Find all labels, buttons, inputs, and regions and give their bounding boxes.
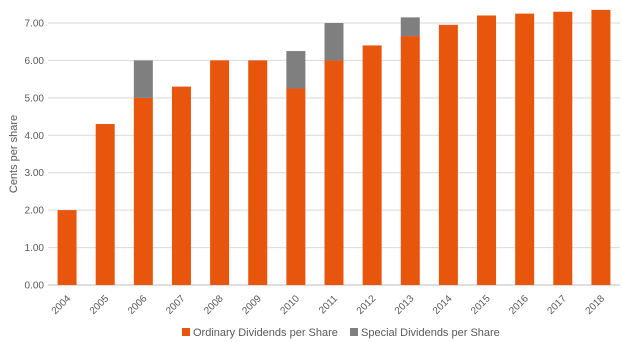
bar-ordinary (286, 88, 306, 285)
x-tick-label: 2010 (278, 293, 302, 317)
x-tick-label: 2004 (50, 293, 74, 317)
bar-ordinary (171, 86, 191, 285)
bar-special (286, 51, 306, 89)
legend-label-special: Special Dividends per Share (361, 327, 500, 339)
legend: Ordinary Dividends per Share Special Div… (182, 327, 500, 339)
x-tick-label: 2013 (393, 293, 417, 317)
y-tick-label: 7.00 (25, 18, 45, 29)
x-tick-label: 2008 (202, 293, 226, 317)
legend-label-ordinary: Ordinary Dividends per Share (193, 327, 338, 339)
y-tick-label: 4.00 (25, 131, 45, 142)
bar-special (400, 17, 420, 37)
x-tick-label: 2011 (317, 293, 340, 316)
bar-ordinary (477, 15, 497, 286)
bar-ordinary (133, 97, 153, 286)
x-tick-label: 2016 (507, 293, 531, 317)
y-tick-label: 3.00 (25, 168, 45, 179)
bar-ordinary (362, 45, 382, 285)
legend-swatch-special (350, 328, 358, 336)
y-tick-label: 0.00 (25, 281, 45, 292)
bar-ordinary (400, 36, 420, 285)
bar-ordinary (553, 11, 573, 285)
x-tick-label: 2015 (469, 293, 493, 317)
x-tick-label: 2007 (164, 293, 188, 317)
x-tick-label: 2009 (240, 293, 264, 317)
bar-ordinary (57, 210, 77, 285)
bar-ordinary (95, 124, 115, 285)
bars (57, 9, 611, 286)
x-tick-label: 2006 (126, 293, 150, 317)
y-axis-title: Cents per share (8, 115, 20, 193)
bar-special (133, 60, 153, 98)
bar-ordinary (515, 13, 535, 285)
x-tick-label: 2017 (545, 293, 569, 317)
bar-ordinary (591, 9, 611, 286)
x-tick-label: 2012 (355, 293, 379, 317)
bar-ordinary (438, 24, 458, 285)
x-tick-label: 2014 (431, 293, 455, 317)
x-tick-label: 2005 (88, 293, 112, 317)
y-tick-label: 5.00 (25, 93, 45, 104)
x-tick-label: 2018 (584, 293, 608, 317)
bar-ordinary (248, 60, 268, 285)
x-tick-labels: 2004 2005 2006 2007 2008 2009 2010 2011 2012 2013… (50, 293, 608, 317)
legend-swatch-ordinary (182, 328, 190, 336)
bar-ordinary (324, 60, 344, 285)
y-tick-label: 2.00 (25, 206, 45, 217)
bar-ordinary (210, 60, 230, 285)
bar-special (324, 22, 344, 61)
y-tick-label: 6.00 (25, 56, 45, 67)
y-tick-label: 1.00 (25, 243, 45, 254)
y-tick-labels: 0.00 1.00 2.00 3.00 4.00 5.00 6.00 7.00 (25, 18, 45, 291)
